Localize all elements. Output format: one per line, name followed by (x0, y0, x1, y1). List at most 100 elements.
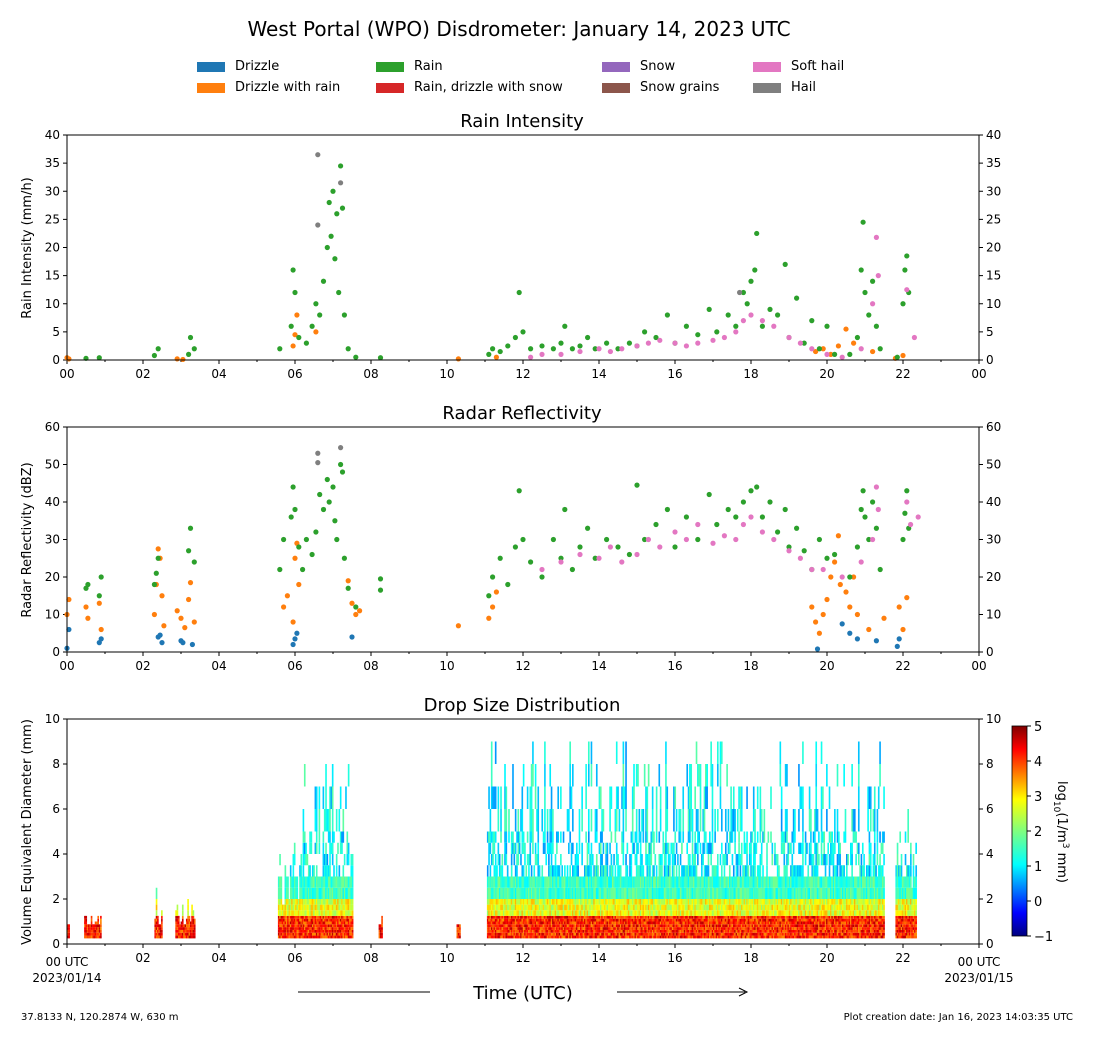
dsd-cell (284, 899, 287, 905)
dsd-cell (520, 876, 522, 888)
dsd-cell (517, 915, 520, 919)
dsd-cell (287, 929, 289, 933)
dsd-cell (529, 910, 532, 916)
dsd-cell (686, 899, 689, 905)
dsd-cell (626, 932, 629, 936)
dsd-cell (528, 887, 530, 899)
dsd-cell (347, 899, 350, 905)
dsd-cell (554, 918, 557, 922)
dsd-cell (589, 865, 591, 877)
dsd-cell (587, 935, 590, 939)
dsd-cell (560, 935, 562, 939)
dsd-cell (557, 915, 560, 919)
dsd-cell (742, 887, 744, 899)
dsd-cell (574, 929, 577, 933)
dsd-cell (284, 865, 287, 877)
dsd-cell (686, 924, 689, 928)
dsd-cell (489, 935, 492, 939)
data-point (577, 551, 583, 558)
dsd-cell (159, 929, 162, 933)
dsd-cell (762, 876, 764, 888)
dsd-cell (302, 854, 305, 866)
dsd-cell (715, 927, 718, 930)
dsd-cell (492, 910, 494, 916)
dsd-cell (560, 932, 562, 936)
dsd-cell (284, 921, 287, 925)
dsd-cell (280, 918, 283, 922)
dsd-cell (505, 910, 508, 916)
dsd-cell (734, 910, 736, 916)
dsd-cell (662, 887, 665, 899)
dsd-cell (598, 887, 601, 899)
dsd-cell (314, 918, 317, 922)
dsd-cell (599, 831, 602, 843)
dsd-cell (300, 918, 303, 922)
dsd-cell (335, 915, 338, 919)
data-point (839, 354, 845, 360)
dsd-cell (622, 904, 625, 911)
dsd-cell (599, 910, 602, 916)
dsd-cell (534, 876, 537, 888)
dsd-cell (524, 932, 526, 936)
dsd-cell (662, 927, 665, 930)
dsd-cell (633, 927, 635, 930)
dsd-cell (736, 854, 739, 866)
dsd-cell (314, 786, 317, 809)
dsd-cell (706, 932, 708, 936)
dsd-cell (694, 904, 697, 911)
dsd-cell (673, 842, 675, 854)
dsd-cell (614, 929, 617, 933)
dsd-cell (306, 924, 309, 928)
dsd-cell (630, 929, 633, 933)
dsd-cell (280, 915, 283, 919)
dsd-cell (643, 915, 646, 919)
dsd-cell (538, 904, 541, 911)
dsd-cell (561, 887, 564, 899)
dsd-cell (634, 915, 637, 919)
dsd-cell (538, 929, 541, 933)
dsd-cell (713, 927, 715, 930)
dsd-cell (574, 935, 577, 939)
data-point (858, 267, 864, 273)
dsd-cell (646, 915, 649, 919)
dsd-cell (659, 904, 662, 911)
dsd-cell (337, 927, 339, 930)
dsd-cell (671, 921, 674, 925)
dsd-cell (68, 932, 70, 936)
data-point (794, 525, 800, 531)
data-point (740, 499, 747, 505)
y-tick-label: 40 (45, 128, 60, 142)
dsd-cell (645, 876, 647, 888)
dsd-cell (659, 921, 662, 925)
dsd-cell (288, 935, 291, 939)
dsd-cell (548, 854, 550, 866)
dsd-cell (554, 921, 557, 925)
dsd-cell (191, 921, 193, 925)
dsd-cell (629, 921, 631, 925)
dsd-cell (341, 899, 343, 905)
dsd-cell (516, 876, 518, 888)
dsd-cell (534, 842, 537, 854)
dsd-cell (617, 904, 619, 911)
dsd-cell (505, 876, 508, 888)
dsd-cell (739, 910, 742, 916)
dsd-cell (629, 935, 631, 939)
dsd-cell (513, 924, 516, 928)
dsd-cell (283, 932, 285, 936)
dsd-cell (734, 927, 736, 930)
dsd-cell (735, 887, 738, 899)
dsd-cell (659, 899, 662, 905)
dsd-cell (720, 918, 723, 922)
dsd-cell (740, 918, 743, 922)
dsd-cell (516, 918, 518, 922)
data-point (615, 346, 621, 352)
dsd-cell (735, 899, 738, 905)
dsd-cell (756, 924, 759, 928)
dsd-cell (544, 809, 546, 832)
dsd-cell (345, 924, 347, 928)
dsd-cell (609, 924, 611, 928)
dsd-cell (748, 910, 751, 916)
dsd-cell (329, 899, 331, 905)
dsd-cell (719, 887, 722, 899)
x-tick-label: 22 (895, 367, 910, 381)
